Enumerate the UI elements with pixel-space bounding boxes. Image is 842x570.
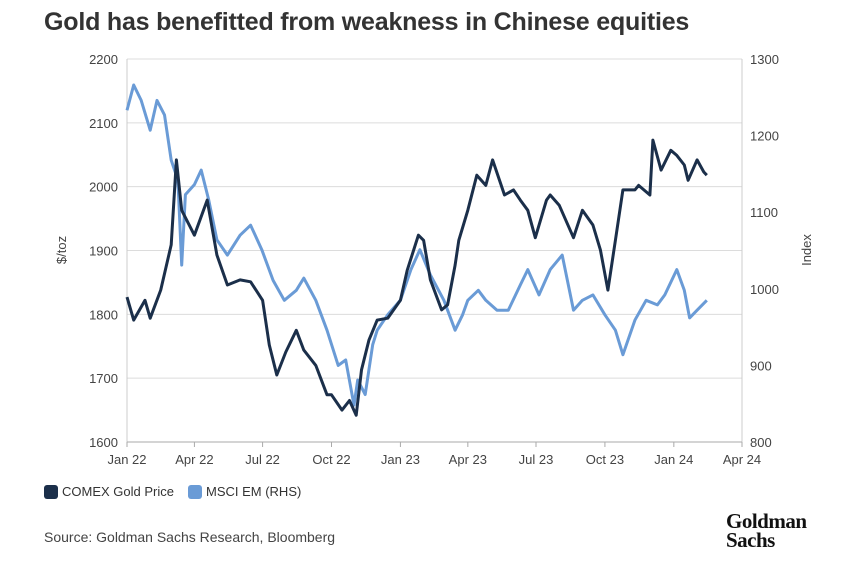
y-tick-label: 1800 bbox=[89, 307, 118, 322]
source-note: Source: Goldman Sachs Research, Bloomber… bbox=[44, 529, 336, 545]
x-tick-label: Oct 23 bbox=[586, 452, 624, 467]
x-tick-label: Jan 22 bbox=[107, 452, 146, 467]
x-tick-label: Jan 23 bbox=[381, 452, 420, 467]
y-axis-label: $/toz bbox=[54, 236, 69, 264]
y-tick-label: 1600 bbox=[89, 435, 118, 450]
x-tick-label: Oct 22 bbox=[312, 452, 350, 467]
legend-label-msci: MSCI EM (RHS) bbox=[205, 484, 302, 499]
y2-tick-label: 1000 bbox=[750, 282, 779, 297]
x-tick-label: Apr 24 bbox=[723, 452, 761, 467]
x-tick-label: Jul 22 bbox=[245, 452, 280, 467]
y2-tick-label: 1300 bbox=[750, 52, 779, 67]
x-tick-label: Jan 24 bbox=[654, 452, 693, 467]
chart-title: Gold has benefitted from weakness in Chi… bbox=[44, 8, 690, 36]
legend-item-msci: MSCI EM (RHS) bbox=[187, 484, 302, 499]
y2-axis-label: Index bbox=[799, 234, 814, 266]
x-tick-label: Jul 23 bbox=[519, 452, 554, 467]
y2-tick-label: 1200 bbox=[750, 129, 779, 144]
x-tick-label: Apr 23 bbox=[449, 452, 487, 467]
y-tick-label: 1900 bbox=[89, 244, 118, 259]
legend-item-gold: COMEX Gold Price bbox=[44, 484, 174, 499]
x-tick-label: Apr 22 bbox=[175, 452, 213, 467]
y-tick-label: 2000 bbox=[89, 180, 118, 195]
goldman-sachs-logo: Goldman Sachs bbox=[726, 509, 807, 552]
y-tick-label: 1700 bbox=[89, 371, 118, 386]
y-tick-label: 2200 bbox=[89, 52, 118, 67]
legend: COMEX Gold Price MSCI EM (RHS) bbox=[44, 484, 301, 499]
y2-tick-label: 1100 bbox=[750, 205, 778, 220]
y2-tick-label: 800 bbox=[750, 435, 772, 450]
legend-swatch-msci bbox=[187, 484, 202, 499]
y2-tick-label: 900 bbox=[750, 358, 772, 373]
y-tick-label: 2100 bbox=[89, 116, 118, 131]
legend-label-gold: COMEX Gold Price bbox=[62, 484, 174, 499]
series-line-comex-gold bbox=[125, 138, 708, 417]
legend-swatch-gold bbox=[44, 484, 58, 499]
